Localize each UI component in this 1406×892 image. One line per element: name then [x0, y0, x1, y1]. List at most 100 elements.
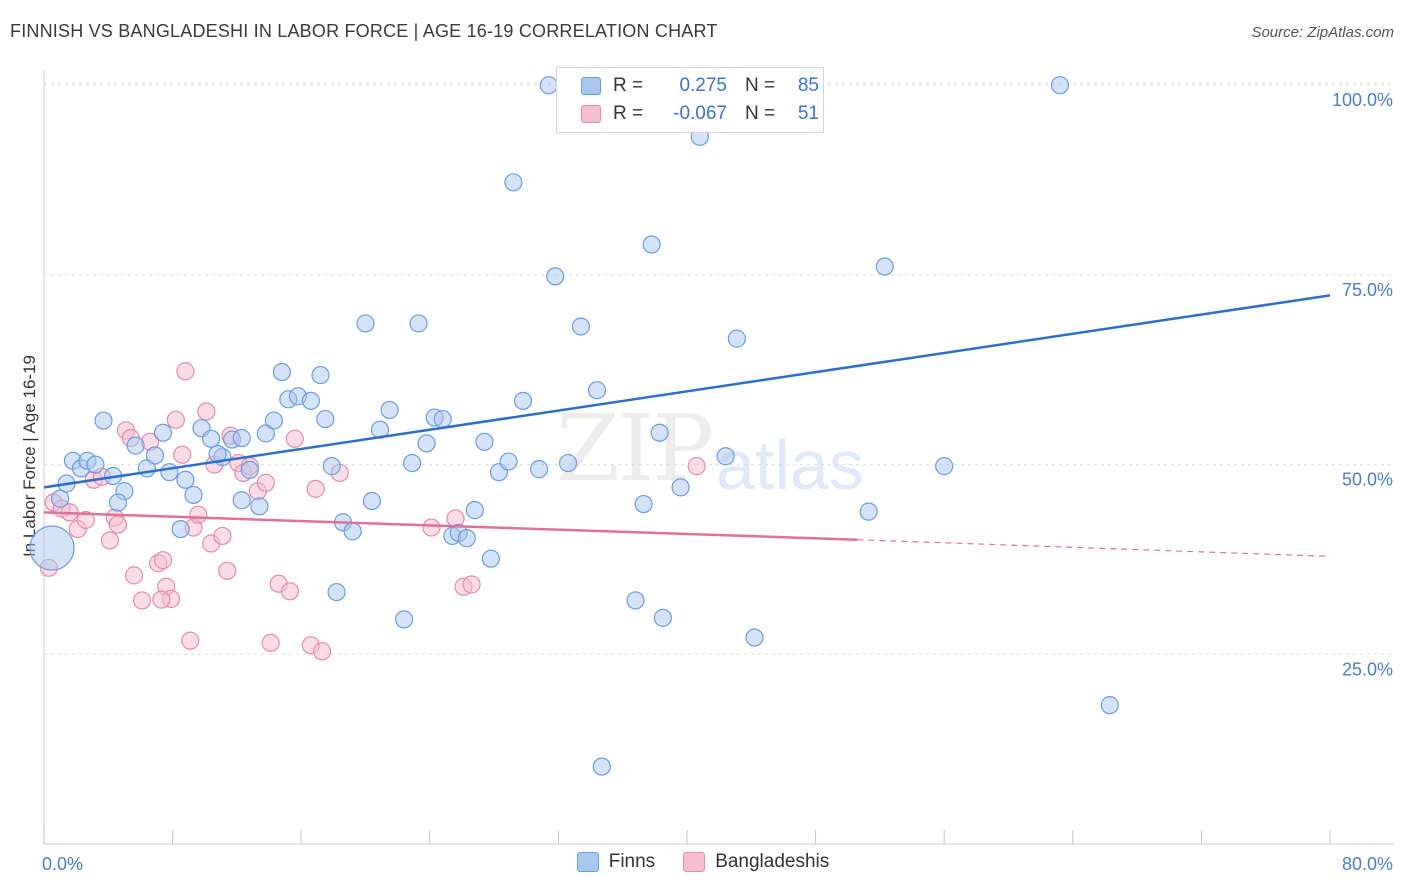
finns-point: [571, 317, 591, 336]
finns-point: [250, 497, 269, 516]
finns-point: [465, 501, 484, 520]
bangladeshis-point: [687, 457, 706, 476]
finns-point: [504, 173, 523, 192]
finns-point: [433, 409, 452, 429]
finns-point: [362, 491, 382, 511]
bangladeshis-point: [189, 505, 208, 524]
bangladeshis-point: [132, 591, 152, 610]
finns-point: [394, 610, 414, 629]
finns-point: [745, 628, 764, 647]
bangladeshis-n-label: N =: [745, 103, 776, 124]
finns-point: [587, 381, 607, 400]
finns-point: [327, 582, 346, 602]
finns-point: [176, 470, 195, 489]
bangladeshis-points: [39, 362, 706, 661]
tick-labels: 100.0% 75.0% 50.0% 25.0% 0.0% 80.0%: [42, 90, 1393, 874]
finns-point: [499, 452, 518, 471]
bangladeshis-point: [256, 473, 275, 492]
finns-point: [356, 314, 375, 333]
bangladeshis-point: [100, 531, 120, 550]
bangladeshis-point: [261, 633, 280, 653]
finns-point: [126, 436, 145, 455]
finns-point: [1050, 76, 1070, 95]
bangladeshis-point: [218, 561, 237, 580]
finns-point: [513, 391, 533, 410]
finns-point: [935, 457, 954, 476]
bangladeshis-point: [280, 582, 300, 601]
finns-point: [530, 460, 549, 479]
legend-item-bangladeshis[interactable]: Bangladeshis: [683, 851, 829, 873]
finns-point: [145, 446, 165, 465]
y-tick-label-1: 75.0%: [1342, 280, 1393, 300]
bangladeshis-point: [152, 590, 171, 609]
bangladeshis-r-value: -0.067: [673, 103, 727, 124]
finns-swatch-icon: [581, 77, 601, 95]
bangladeshis-point: [422, 518, 441, 537]
legend-item-finns[interactable]: Finns: [576, 851, 656, 873]
finns-point: [29, 525, 75, 571]
y-tick-label-3: 25.0%: [1342, 659, 1393, 679]
finns-point: [272, 362, 292, 382]
bangladeshis-point: [306, 479, 325, 498]
finns-point: [457, 529, 476, 548]
finns-n-label: N =: [745, 75, 776, 96]
finns-point: [650, 423, 669, 442]
finns-point: [859, 502, 878, 521]
chart-title: FINNISH VS BANGLADESHI IN LABOR FORCE | …: [10, 21, 718, 41]
finns-point: [716, 447, 735, 466]
bangladeshis-point: [213, 526, 232, 546]
bangladeshis-point: [76, 510, 95, 530]
source-label: Source: ZipAtlas.com: [1251, 24, 1394, 41]
finns-point: [546, 267, 565, 286]
bangladeshis-swatch-icon: [581, 105, 601, 123]
finns-point: [232, 491, 251, 510]
finns-point: [171, 519, 190, 539]
finns-point: [264, 411, 283, 430]
finns-point: [481, 549, 500, 568]
finns-point: [240, 460, 259, 479]
finns-point: [403, 453, 422, 473]
bangladeshis-point: [124, 566, 144, 585]
series-legend: Finns Bangladeshis: [0, 851, 1406, 873]
legend-row-finns: R = 0.275 N = 85: [581, 74, 819, 98]
finns-point: [475, 432, 494, 451]
finns-point: [301, 391, 320, 410]
finns-point: [232, 428, 251, 448]
y-tick-label-2: 50.0%: [1342, 470, 1393, 490]
finns-legend-swatch-icon: [576, 852, 599, 872]
finns-point: [653, 608, 672, 627]
finns-point: [727, 329, 746, 348]
bangladeshis-legend-swatch-icon: [683, 852, 706, 872]
trend-lines: [43, 294, 1331, 558]
finns-point: [592, 757, 611, 776]
bangladeshis-point: [153, 551, 173, 570]
finns-point: [94, 411, 113, 430]
finns-point: [1100, 696, 1119, 715]
finns-trend-line: [43, 294, 1331, 489]
finns-point: [184, 485, 203, 505]
bangladeshis-point: [312, 642, 332, 661]
finns-point: [558, 453, 578, 473]
finns-point: [642, 235, 661, 254]
bangladeshis-n-value: 51: [797, 103, 819, 124]
finns-point: [316, 409, 335, 429]
bangladeshis-trend-extension: [857, 539, 1331, 558]
finns-point: [50, 489, 70, 508]
finns-point: [409, 314, 428, 333]
finns-legend-label: Finns: [608, 851, 656, 872]
finns-point: [202, 429, 221, 448]
finns-point: [671, 478, 690, 497]
finns-point: [380, 400, 399, 420]
bangladeshis-point: [166, 410, 185, 429]
watermark-atlas: atlas: [716, 426, 864, 504]
finns-n-value: 85: [797, 75, 819, 96]
finns-point: [256, 424, 275, 443]
legend-row-bangladeshis: R = -0.067 N = 51: [581, 102, 819, 126]
finns-point: [417, 434, 436, 453]
finns-point: [108, 493, 128, 512]
bangladeshis-point: [181, 631, 200, 650]
finns-point: [875, 257, 894, 276]
bangladeshis-point: [197, 402, 216, 421]
grid: [44, 82, 1395, 655]
